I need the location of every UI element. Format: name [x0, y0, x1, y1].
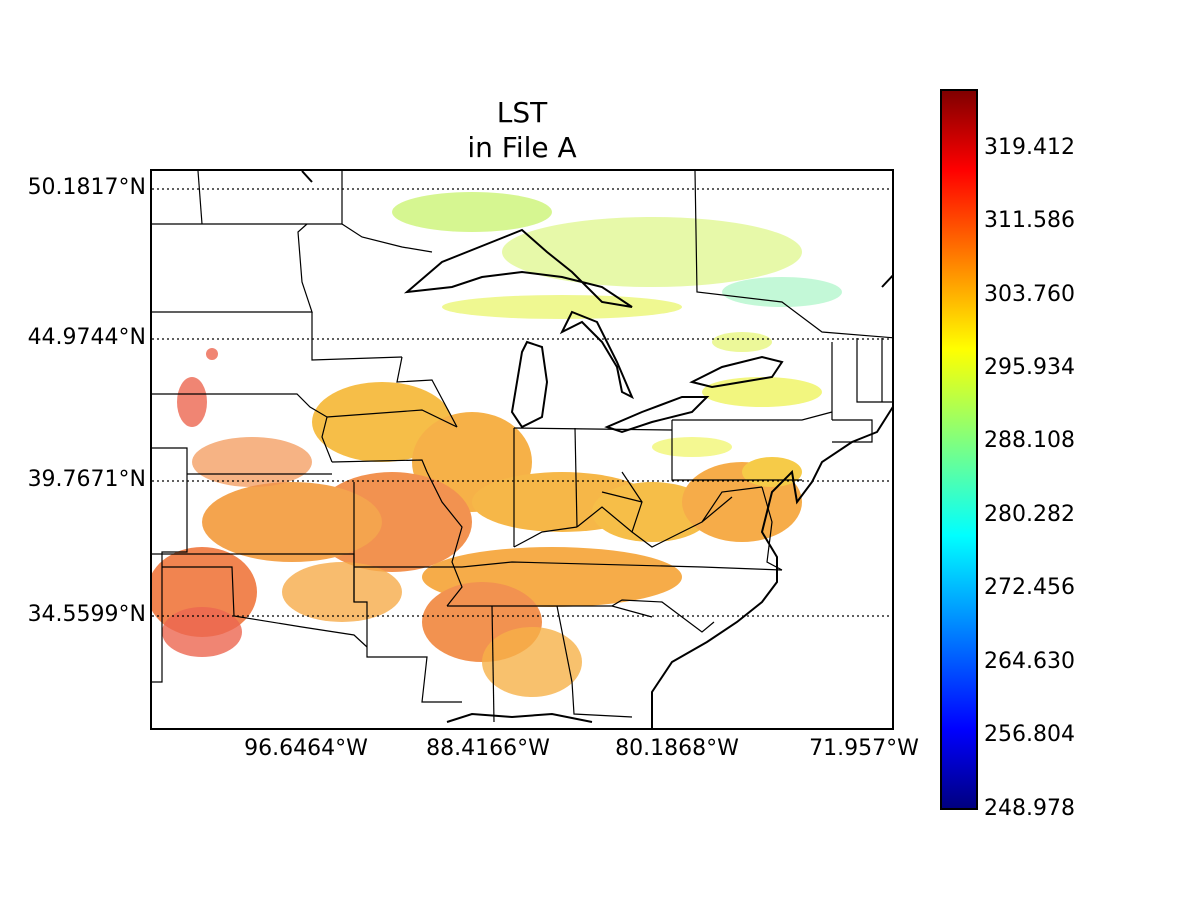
longitude-label-2: 88.4166°W [426, 736, 550, 761]
colorbar-tick-9: 256.804 [984, 722, 1075, 747]
lat-gridlines [152, 188, 892, 617]
longitude-label-3: 80.1868°W [615, 736, 739, 761]
colorbar-tick-8: 264.630 [984, 649, 1075, 674]
latitude-label-2: 44.9744°N [27, 325, 146, 350]
coastlines [301, 171, 892, 728]
longitude-label-1: 96.6464°W [244, 736, 368, 761]
colorbar-tick-2: 311.586 [984, 208, 1075, 233]
colorbar [940, 89, 978, 810]
latitude-label-3: 39.7671°N [27, 467, 146, 492]
latitude-label-4: 34.5599°N [27, 602, 146, 627]
map-subtitle: in File A [467, 131, 577, 164]
colorbar-gradient [942, 91, 976, 808]
colorbar-tick-1: 319.412 [984, 135, 1075, 160]
colorbar-tick-6: 280.282 [984, 502, 1075, 527]
map-title: LST [496, 96, 548, 129]
longitude-label-4: 71.957°W [809, 736, 919, 761]
colorbar-tick-5: 288.108 [984, 428, 1075, 453]
colorbar-tick-7: 272.456 [984, 575, 1075, 600]
colorbar-tick-4: 295.934 [984, 355, 1075, 380]
map-canvas [152, 171, 892, 728]
latitude-label-1: 50.1817°N [27, 175, 146, 200]
map-area [150, 169, 894, 730]
colorbar-tick-10: 248.978 [984, 796, 1075, 821]
temperature-field [152, 192, 842, 697]
colorbar-tick-3: 303.760 [984, 282, 1075, 307]
